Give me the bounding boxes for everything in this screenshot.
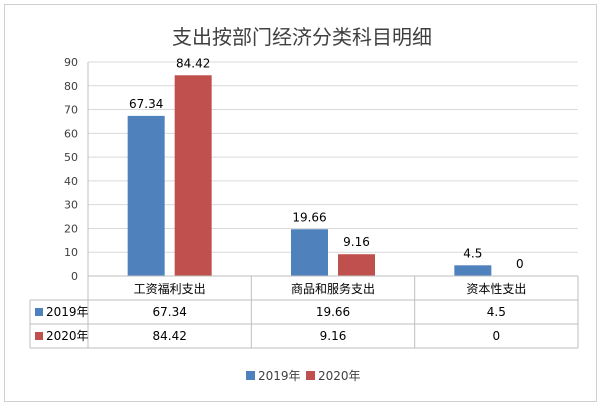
data-table: 工资福利支出 商品和服务支出 资本性支出 2019年 67.34 19.66 4.5 2020… bbox=[29, 275, 579, 349]
y-tick-label: 50 bbox=[64, 151, 78, 164]
data-label: 9.16 bbox=[343, 235, 370, 249]
table-cell: 84.42 bbox=[152, 329, 186, 343]
y-tick-label: 70 bbox=[64, 104, 78, 117]
table-cell: 67.34 bbox=[152, 305, 186, 319]
legend: 2019年 2020年 bbox=[246, 369, 361, 383]
data-label: 4.5 bbox=[463, 246, 482, 260]
table-cell: 9.16 bbox=[320, 329, 347, 343]
bars bbox=[127, 75, 492, 276]
table-legend-key bbox=[35, 332, 43, 340]
table-cell: 19.66 bbox=[316, 305, 350, 319]
bar bbox=[454, 265, 492, 276]
table-cell: 4.5 bbox=[487, 305, 506, 319]
table-series-name: 2020年 bbox=[46, 329, 89, 343]
y-axis: 0 10 20 30 40 50 60 70 80 90 bbox=[64, 56, 89, 283]
bar bbox=[127, 115, 165, 276]
data-labels: 67.34 19.66 4.5 84.42 9.16 0 bbox=[129, 56, 524, 271]
data-label: 0 bbox=[516, 257, 524, 271]
legend-label: 2019年 bbox=[258, 369, 301, 383]
data-label: 19.66 bbox=[292, 210, 326, 224]
bar bbox=[174, 75, 212, 276]
table-legend-key bbox=[35, 308, 43, 316]
data-label: 67.34 bbox=[129, 97, 163, 111]
x-category-label: 资本性支出 bbox=[466, 282, 526, 296]
legend-swatch bbox=[246, 371, 255, 380]
x-category-label: 工资福利支出 bbox=[134, 281, 206, 296]
data-label: 84.42 bbox=[176, 56, 210, 70]
y-tick-label: 0 bbox=[71, 270, 78, 283]
y-tick-label: 10 bbox=[64, 246, 78, 259]
legend-label: 2020年 bbox=[318, 369, 361, 383]
x-category-label: 商品和服务支出 bbox=[291, 281, 375, 296]
legend-swatch bbox=[306, 371, 315, 380]
y-tick-label: 30 bbox=[64, 199, 78, 212]
table-cell: 0 bbox=[493, 329, 501, 343]
y-tick-label: 90 bbox=[64, 56, 78, 69]
y-tick-label: 40 bbox=[64, 175, 78, 188]
table-series-name: 2019年 bbox=[46, 305, 89, 319]
y-tick-label: 60 bbox=[64, 127, 78, 140]
y-tick-label: 20 bbox=[64, 222, 78, 235]
bar bbox=[291, 229, 328, 276]
chart-frame bbox=[4, 4, 597, 402]
y-tick-label: 80 bbox=[64, 80, 78, 93]
chart-title: 支出按部门经济分类科目明细 bbox=[172, 25, 432, 49]
bar bbox=[338, 254, 375, 276]
